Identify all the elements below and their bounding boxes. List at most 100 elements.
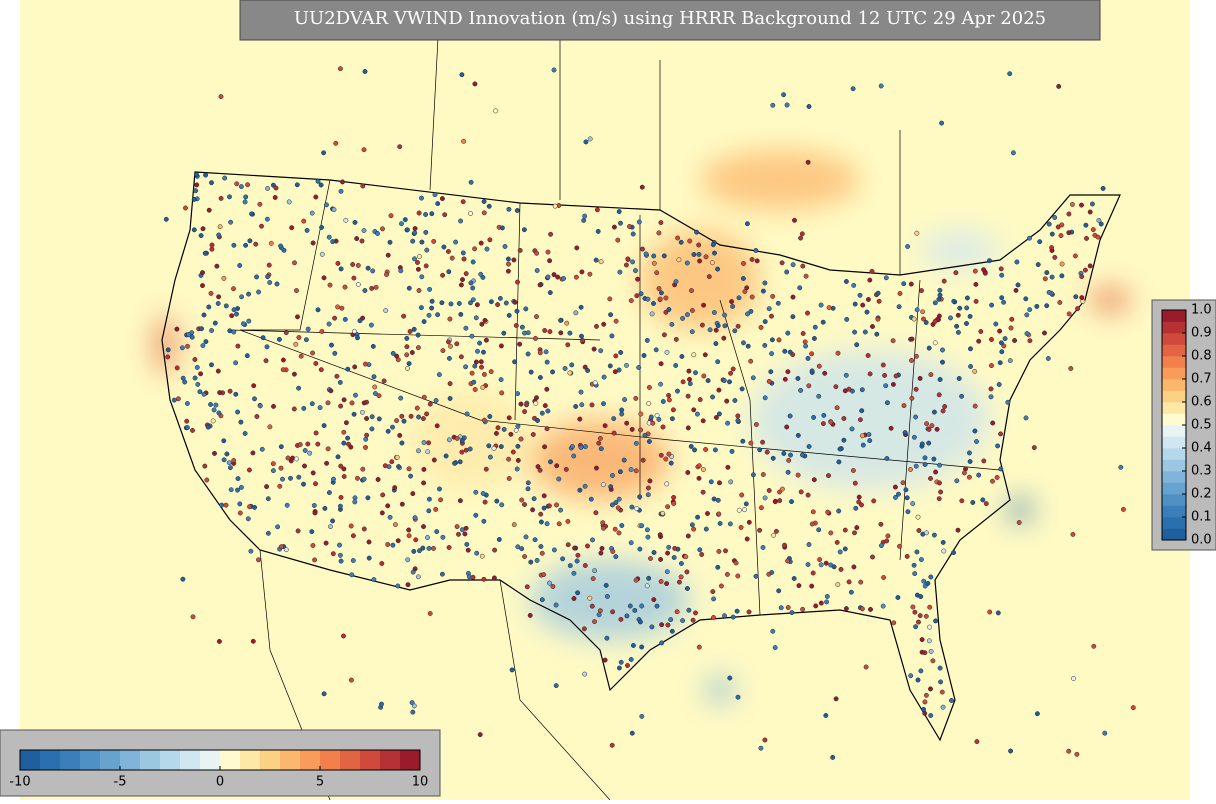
observation-dot <box>919 441 925 447</box>
observation-dot <box>1001 299 1007 305</box>
observation-dot <box>333 140 339 146</box>
observation-dot <box>665 622 671 628</box>
observation-dot <box>289 225 295 231</box>
observation-dot <box>811 477 817 483</box>
observation-dot <box>878 543 884 549</box>
observation-dot <box>541 572 547 578</box>
observation-dot <box>790 262 796 268</box>
observation-dot <box>202 463 208 469</box>
observation-dot <box>937 292 943 298</box>
observation-dot <box>651 260 657 266</box>
observation-dot <box>713 341 719 347</box>
observation-dot <box>674 609 680 615</box>
observation-dot <box>818 562 824 568</box>
observation-dot <box>380 492 386 498</box>
colorbar-swatch <box>120 750 141 770</box>
observation-dot <box>920 309 926 315</box>
observation-dot <box>820 319 826 325</box>
observation-dot <box>371 374 377 380</box>
observation-dot <box>478 240 484 246</box>
observation-dot <box>253 241 259 247</box>
observation-dot <box>267 424 273 430</box>
observation-dot <box>843 279 849 284</box>
observation-dot <box>689 288 694 294</box>
observation-dot <box>174 365 180 371</box>
observation-dot <box>696 475 702 481</box>
observation-dot <box>382 463 388 469</box>
observation-dot <box>694 229 700 235</box>
observation-dot <box>523 534 529 540</box>
observation-dot <box>660 424 666 430</box>
observation-dot <box>630 643 636 648</box>
observation-dot <box>685 470 691 475</box>
observation-dot <box>744 221 750 227</box>
observation-dot <box>937 287 943 293</box>
observation-dot <box>343 217 349 223</box>
observation-dot <box>716 548 722 554</box>
observation-dot <box>228 487 234 493</box>
observation-dot <box>988 394 994 400</box>
observation-dot <box>456 531 461 537</box>
observation-dot <box>1130 705 1136 711</box>
observation-dot <box>256 557 261 563</box>
observation-dot <box>419 239 425 245</box>
observation-dot <box>587 271 593 277</box>
observation-dot <box>381 378 387 384</box>
observation-dot <box>913 463 919 469</box>
observation-dot <box>376 393 382 399</box>
observation-dot <box>635 276 641 282</box>
observation-dot <box>607 363 613 369</box>
observation-dot <box>209 328 215 333</box>
observation-dot <box>956 376 962 381</box>
observation-dot <box>1087 209 1093 215</box>
observation-dot <box>821 412 827 418</box>
observation-dot <box>937 377 943 382</box>
observation-dot <box>330 239 336 245</box>
observation-dot <box>211 407 217 413</box>
observation-dot <box>654 412 660 418</box>
observation-dot <box>423 263 429 269</box>
observation-dot <box>998 340 1004 346</box>
observation-dot <box>361 400 367 406</box>
observation-dot <box>931 409 937 415</box>
observation-dot <box>1084 235 1089 241</box>
observation-dot <box>922 699 928 705</box>
observation-dot <box>487 454 493 460</box>
observation-dot <box>1049 231 1055 237</box>
observation-dot <box>505 268 511 274</box>
observation-dot <box>412 515 418 521</box>
observation-dot <box>828 419 834 425</box>
observation-dot <box>429 305 435 311</box>
colorbar-swatch <box>340 750 361 770</box>
observation-dot <box>685 393 691 399</box>
observation-dot <box>1045 356 1051 361</box>
observation-dot <box>472 363 478 369</box>
observation-dot <box>711 496 717 502</box>
observation-dot <box>447 316 453 322</box>
observation-dot <box>722 312 728 318</box>
observation-dot <box>254 274 260 280</box>
observation-dot <box>517 247 523 253</box>
observation-dot <box>884 456 890 461</box>
observation-dot <box>1031 445 1037 451</box>
observation-dot <box>463 364 469 370</box>
observation-dot <box>624 420 630 426</box>
observation-dot <box>288 458 294 464</box>
observation-dot <box>492 547 498 553</box>
observation-dot <box>341 466 347 472</box>
observation-dot <box>351 411 357 417</box>
observation-dot <box>816 527 822 533</box>
observation-dot <box>209 246 215 252</box>
observation-dot <box>782 348 788 354</box>
observation-dot <box>473 512 479 518</box>
observation-dot <box>867 371 873 377</box>
observation-dot <box>338 494 344 500</box>
observation-dot <box>923 692 929 698</box>
observation-dot <box>1007 358 1013 364</box>
observation-dot <box>834 539 840 545</box>
observation-dot <box>350 262 356 267</box>
observation-dot <box>604 635 610 641</box>
observation-dot <box>1052 254 1058 260</box>
observation-dot <box>585 543 590 549</box>
observation-dot <box>340 179 345 185</box>
